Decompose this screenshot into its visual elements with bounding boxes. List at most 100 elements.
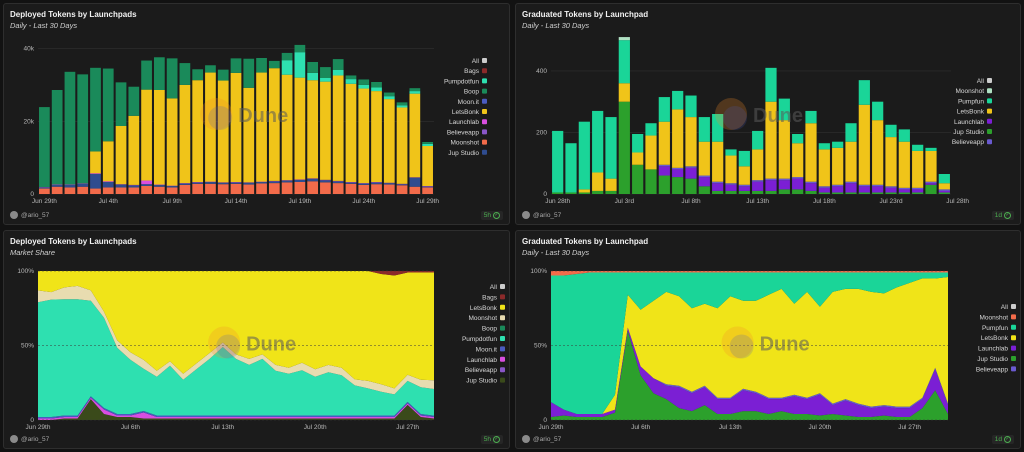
panel-title: Deployed Tokens by Launchpads: [10, 10, 137, 19]
bar-boop: [243, 58, 255, 88]
bar-moonshot: [115, 187, 127, 194]
y-tick-label: 100%: [530, 268, 547, 275]
bar-moonshot: [90, 188, 101, 194]
bar-jup-studio: [396, 184, 408, 186]
bar-jup-studio: [332, 181, 344, 184]
bar-letsbonk: [845, 141, 857, 182]
x-tick-label: Jul 20th: [304, 424, 327, 431]
bar-pumpfun: [818, 143, 830, 150]
bar-letsbonk: [738, 166, 750, 185]
legend-label-all: All: [1001, 304, 1009, 311]
x-tick-label: Jul 20th: [809, 424, 832, 431]
bar-launchlab: [712, 183, 724, 191]
bar-moonshot: [281, 182, 293, 194]
bar-pumpfun: [925, 147, 937, 151]
bar-launchlab: [765, 180, 777, 191]
bar-boop: [77, 74, 89, 184]
bar-boop: [307, 62, 319, 73]
x-tick-label: Jun 28th: [545, 198, 570, 205]
bar-moonshot: [179, 184, 191, 194]
chart-panel-graduated-daily: Graduated Tokens by Launchpad Daily - La…: [515, 3, 1021, 225]
bar-jup-studio: [256, 182, 267, 184]
bar-pumpdotfun: [383, 96, 395, 100]
bar-believeapp: [778, 178, 790, 181]
author-link[interactable]: @ario_57: [10, 435, 49, 443]
bar-launchlab: [792, 178, 804, 190]
legend-swatch-pumpdotfun: [482, 78, 487, 84]
area-moon-it: [38, 396, 434, 419]
refresh-badge[interactable]: 1d ✓: [991, 435, 1014, 444]
bar-jup-studio: [645, 169, 657, 194]
bar-pumpfun: [938, 174, 950, 184]
bar-boop: [179, 63, 191, 85]
legend-label-launchlab: Launchlab: [978, 346, 1008, 353]
bar-moonshot: [371, 184, 382, 194]
legend-label-launchlab: Launchlab: [954, 119, 984, 126]
bar-letsbonk: [256, 72, 267, 182]
legend-swatch-jup-studio: [482, 149, 487, 155]
legend-label-letsbonk: LetsBonk: [452, 109, 480, 116]
bar-pumpfun: [792, 134, 804, 144]
legend-label-bags: Bags: [482, 294, 498, 301]
author-link[interactable]: @ario_57: [522, 211, 561, 219]
bar-moonshot: [332, 183, 344, 194]
bar-boop: [332, 59, 344, 70]
author-name: @ario_57: [21, 435, 50, 443]
bar-jup-studio: [778, 189, 790, 194]
bar-believeapp: [792, 177, 804, 179]
bar-jup-studio: [345, 182, 357, 184]
bar-launchlab: [725, 184, 737, 191]
bar-jup-studio: [320, 180, 331, 183]
legend-label-launchlab: Launchlab: [467, 357, 497, 364]
legend-label-bags: Bags: [464, 68, 480, 75]
legend-swatch-believeapp: [482, 129, 487, 135]
legend-label-jup-studio: Jup Studio: [977, 356, 1008, 363]
author-link[interactable]: @ario_57: [10, 211, 49, 219]
chart-panel-deployed-daily: Deployed Tokens by Launchpads Daily - La…: [3, 3, 510, 225]
area-jup-studio: [551, 330, 948, 420]
bar-moonshot: [396, 185, 408, 194]
bar-letsbonk: [281, 74, 293, 181]
bar-boop: [396, 102, 408, 106]
panel-title: Deployed Tokens by Launchpads: [10, 237, 137, 246]
legend-label-launchlab: Launchlab: [449, 119, 479, 126]
x-tick-label: Jul 18th: [813, 198, 836, 205]
refresh-badge[interactable]: 5h ✓: [480, 435, 503, 444]
bar-pumpfun: [858, 80, 870, 105]
legend-swatch-all: [482, 58, 487, 63]
legend-label-moonshot: Moonshot: [468, 315, 497, 322]
legend-label-pumpdotfun: Pumpdotfun: [462, 336, 497, 343]
bar-launchlab: [898, 189, 910, 193]
author-link[interactable]: @ario_57: [522, 435, 561, 443]
bar-boop: [128, 86, 140, 116]
bar-letsbonk: [345, 83, 357, 182]
refresh-badge[interactable]: 1d ✓: [991, 211, 1014, 220]
y-tick-label: 200: [536, 129, 547, 136]
refresh-badge[interactable]: 5h ✓: [480, 211, 503, 220]
legend-swatch-moon-it: [482, 98, 487, 104]
bar-pumpfun: [832, 141, 844, 148]
legend-swatch-letsbonk: [500, 304, 505, 310]
bar-jup-studio: [578, 192, 590, 194]
bar-jup-studio: [672, 177, 684, 194]
bar-pumpfun: [738, 150, 750, 167]
bar-moonshot: [345, 183, 357, 194]
chart-panel-graduated-share: Graduated Tokens by Launchpad Daily - La…: [515, 230, 1021, 449]
avatar: [10, 211, 18, 219]
bar-letsbonk: [605, 178, 617, 191]
bar-pumpfun: [685, 95, 697, 118]
bar-jup-studio: [307, 178, 319, 182]
bar-launchlab: [925, 183, 937, 185]
legend-label-letsbonk: LetsBonk: [957, 109, 985, 116]
legend-swatch-bags: [500, 294, 505, 300]
bar-jup-studio: [938, 192, 950, 194]
bar-launchlab: [832, 186, 844, 193]
bar-boop: [383, 92, 395, 97]
bar-moonshot: [166, 187, 178, 194]
bar-letsbonk: [205, 72, 216, 182]
bar-letsbonk: [90, 151, 101, 174]
dune-logo-icon: [200, 98, 233, 130]
bar-launchlab: [685, 167, 697, 179]
bar-boop: [217, 69, 229, 81]
bar-letsbonk: [885, 137, 897, 187]
